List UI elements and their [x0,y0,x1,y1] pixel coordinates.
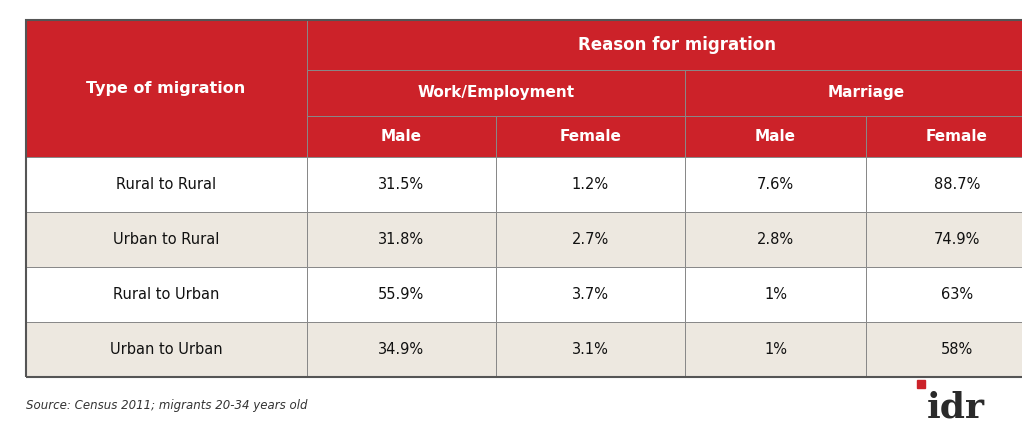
Text: 58%: 58% [940,342,973,357]
Text: Work/Employment: Work/Employment [417,85,574,100]
Text: 7.6%: 7.6% [757,177,794,192]
Bar [307,212,496,267]
Text: Female: Female [559,129,621,144]
Text: idr: idr [927,391,984,425]
Text: 3.7%: 3.7% [571,287,609,302]
Bar [496,212,685,267]
Bar [26,322,307,377]
Text: 1%: 1% [763,287,787,302]
Text: Male: Male [755,129,796,144]
Bar [867,157,1022,212]
Bar [307,20,1022,70]
Bar [307,116,496,157]
Text: 1.2%: 1.2% [571,177,609,192]
Text: 88.7%: 88.7% [934,177,980,192]
Text: 55.9%: 55.9% [378,287,424,302]
Bar [685,70,1022,116]
Bar [26,212,307,267]
Text: 63%: 63% [941,287,973,302]
Text: Reason for migration: Reason for migration [578,36,776,54]
Bar [307,157,496,212]
Text: Rural to Rural: Rural to Rural [117,177,216,192]
Text: 31.8%: 31.8% [378,232,424,247]
Text: 2.8%: 2.8% [757,232,794,247]
Bar [685,157,867,212]
Text: 1%: 1% [763,342,787,357]
Text: Female: Female [926,129,988,144]
Text: Urban to Rural: Urban to Rural [112,232,220,247]
Bar [496,322,685,377]
Bar [496,267,685,322]
Text: 3.1%: 3.1% [571,342,609,357]
Bar [685,116,867,157]
Bar [307,70,685,116]
Bar [867,322,1022,377]
Bar [496,157,685,212]
Text: Marriage: Marriage [828,85,904,100]
Bar [26,157,307,212]
Text: Rural to Urban: Rural to Urban [112,287,220,302]
Text: Type of migration: Type of migration [87,81,245,96]
Bar [867,116,1022,157]
Text: Urban to Urban: Urban to Urban [109,342,223,357]
Text: 34.9%: 34.9% [378,342,424,357]
Bar [26,267,307,322]
Bar [26,20,307,157]
Bar [867,267,1022,322]
Text: 74.9%: 74.9% [934,232,980,247]
Bar [496,116,685,157]
Bar [685,267,867,322]
Bar [26,20,1022,377]
Text: 31.5%: 31.5% [378,177,424,192]
Bar [685,212,867,267]
Text: Source: Census 2011; migrants 20-34 years old: Source: Census 2011; migrants 20-34 year… [26,399,307,412]
Bar [867,212,1022,267]
Bar [685,322,867,377]
Text: 2.7%: 2.7% [571,232,609,247]
Bar [307,322,496,377]
Text: Male: Male [380,129,422,144]
Bar [307,267,496,322]
